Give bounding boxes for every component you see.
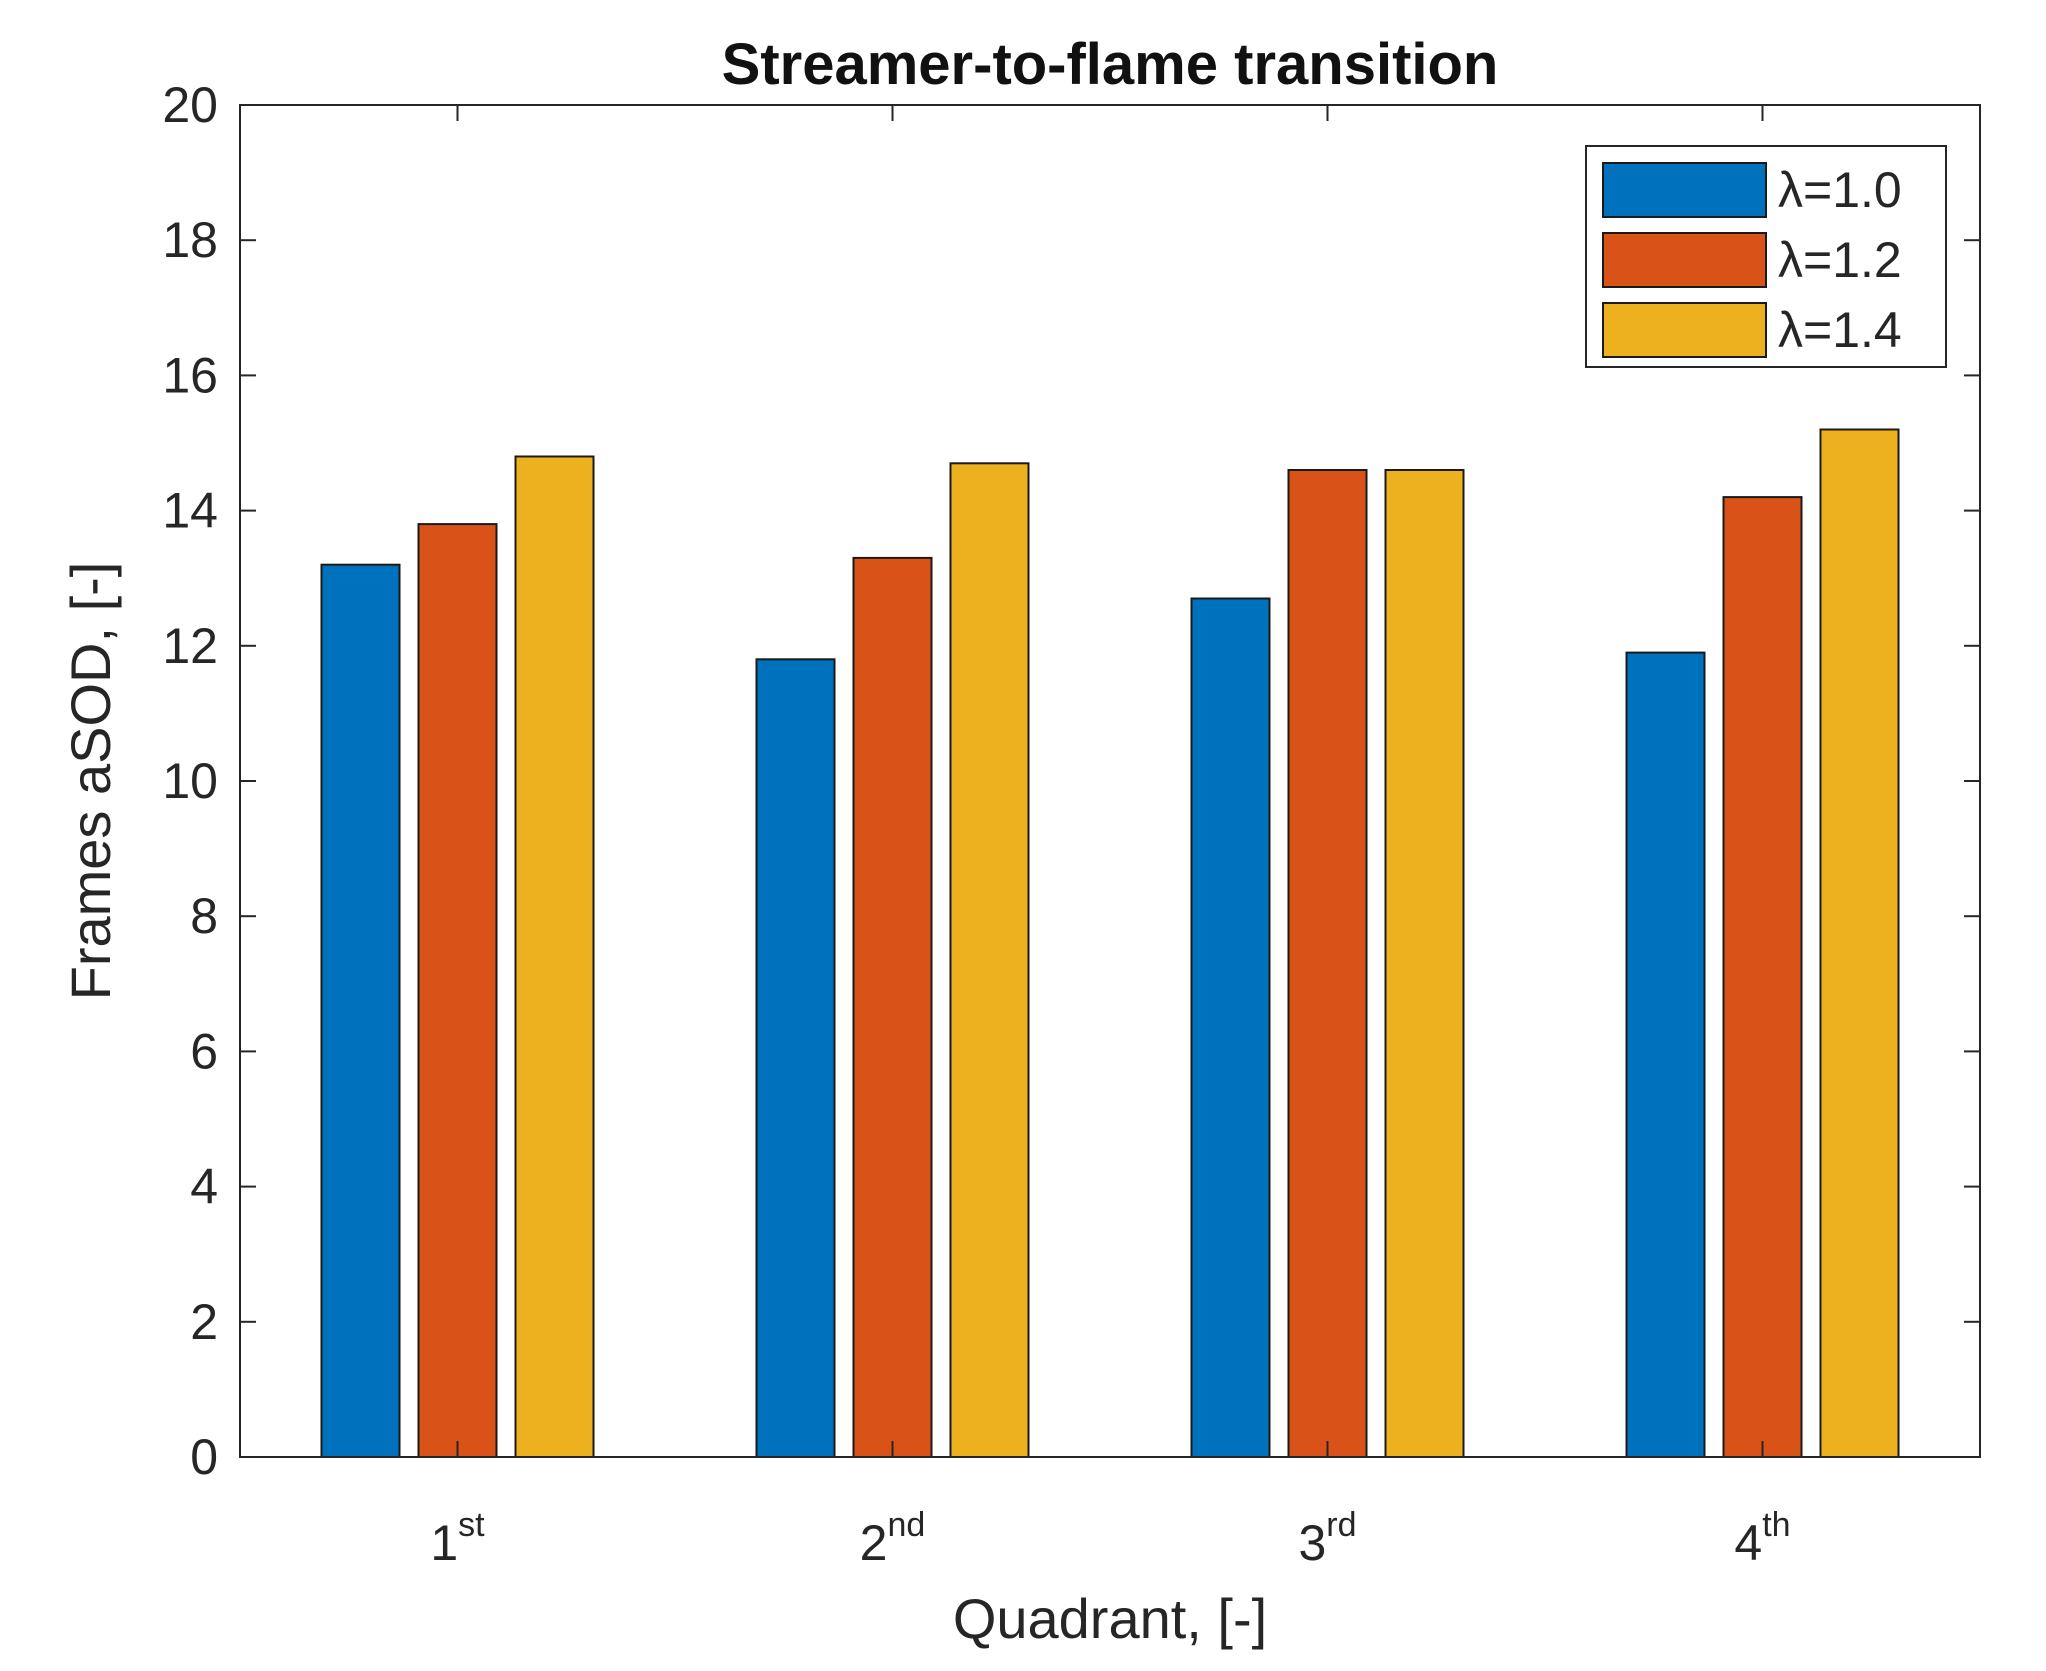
legend-swatch-3 [1602,302,1767,358]
chart-title: Streamer-to-flame transition [722,32,1499,97]
bar-series-3-3 [1384,469,1465,1458]
legend-label-3: λ=1.4 [1778,302,1902,358]
y-tick-label: 14 [162,483,218,539]
y-tick-label: 12 [162,618,218,674]
x-axis-label: Quadrant, [-] [953,1587,1267,1650]
bars-layer [320,428,1900,1459]
x-tick-labels: 1st 2nd 3rd 4th [430,1506,1790,1571]
y-tick-label: 10 [162,753,218,809]
x-tick-label-1: 1st [430,1506,485,1571]
y-tick-label: 20 [162,77,218,133]
ticks-layer [240,104,1980,1458]
y-tick-label: 16 [162,347,218,403]
bar-series-1-4 [1625,651,1706,1458]
legend: λ=1.0 λ=1.2 λ=1.4 [1585,145,1947,368]
legend-label-2: λ=1.2 [1778,232,1902,288]
x-tick-label-2: 2nd [860,1506,926,1571]
legend-label-1: λ=1.0 [1778,162,1902,218]
bar-series-1-3 [1190,597,1271,1458]
y-tick-label: 8 [190,888,218,944]
bar-series-1-1 [320,563,401,1458]
bar-series-2-4 [1722,496,1803,1459]
legend-items: λ=1.0 λ=1.2 λ=1.4 [1602,162,1902,358]
y-tick-label: 18 [162,212,218,268]
bar-series-3-2 [949,462,1030,1458]
y-tick-label: 2 [190,1294,218,1350]
legend-swatch-1 [1602,162,1767,218]
bar-series-2-1 [417,523,498,1458]
bar-series-2-2 [852,556,933,1458]
bar-series-2-3 [1287,469,1368,1458]
y-tick-label: 4 [190,1159,218,1215]
y-tick-labels: 0 2 4 6 8 10 12 14 16 18 20 [162,77,218,1485]
bar-series-3-4 [1819,428,1900,1458]
bar-series-1-2 [755,658,836,1458]
y-axis-label: Frames aSOD, [-] [59,562,122,1001]
y-tick-label: 6 [190,1023,218,1079]
y-tick-label: 0 [190,1429,218,1485]
bar-series-3-1 [514,455,595,1458]
legend-swatch-2 [1602,232,1767,288]
x-tick-label-3: 3rd [1298,1506,1356,1571]
x-tick-label-4: 4th [1734,1506,1790,1571]
